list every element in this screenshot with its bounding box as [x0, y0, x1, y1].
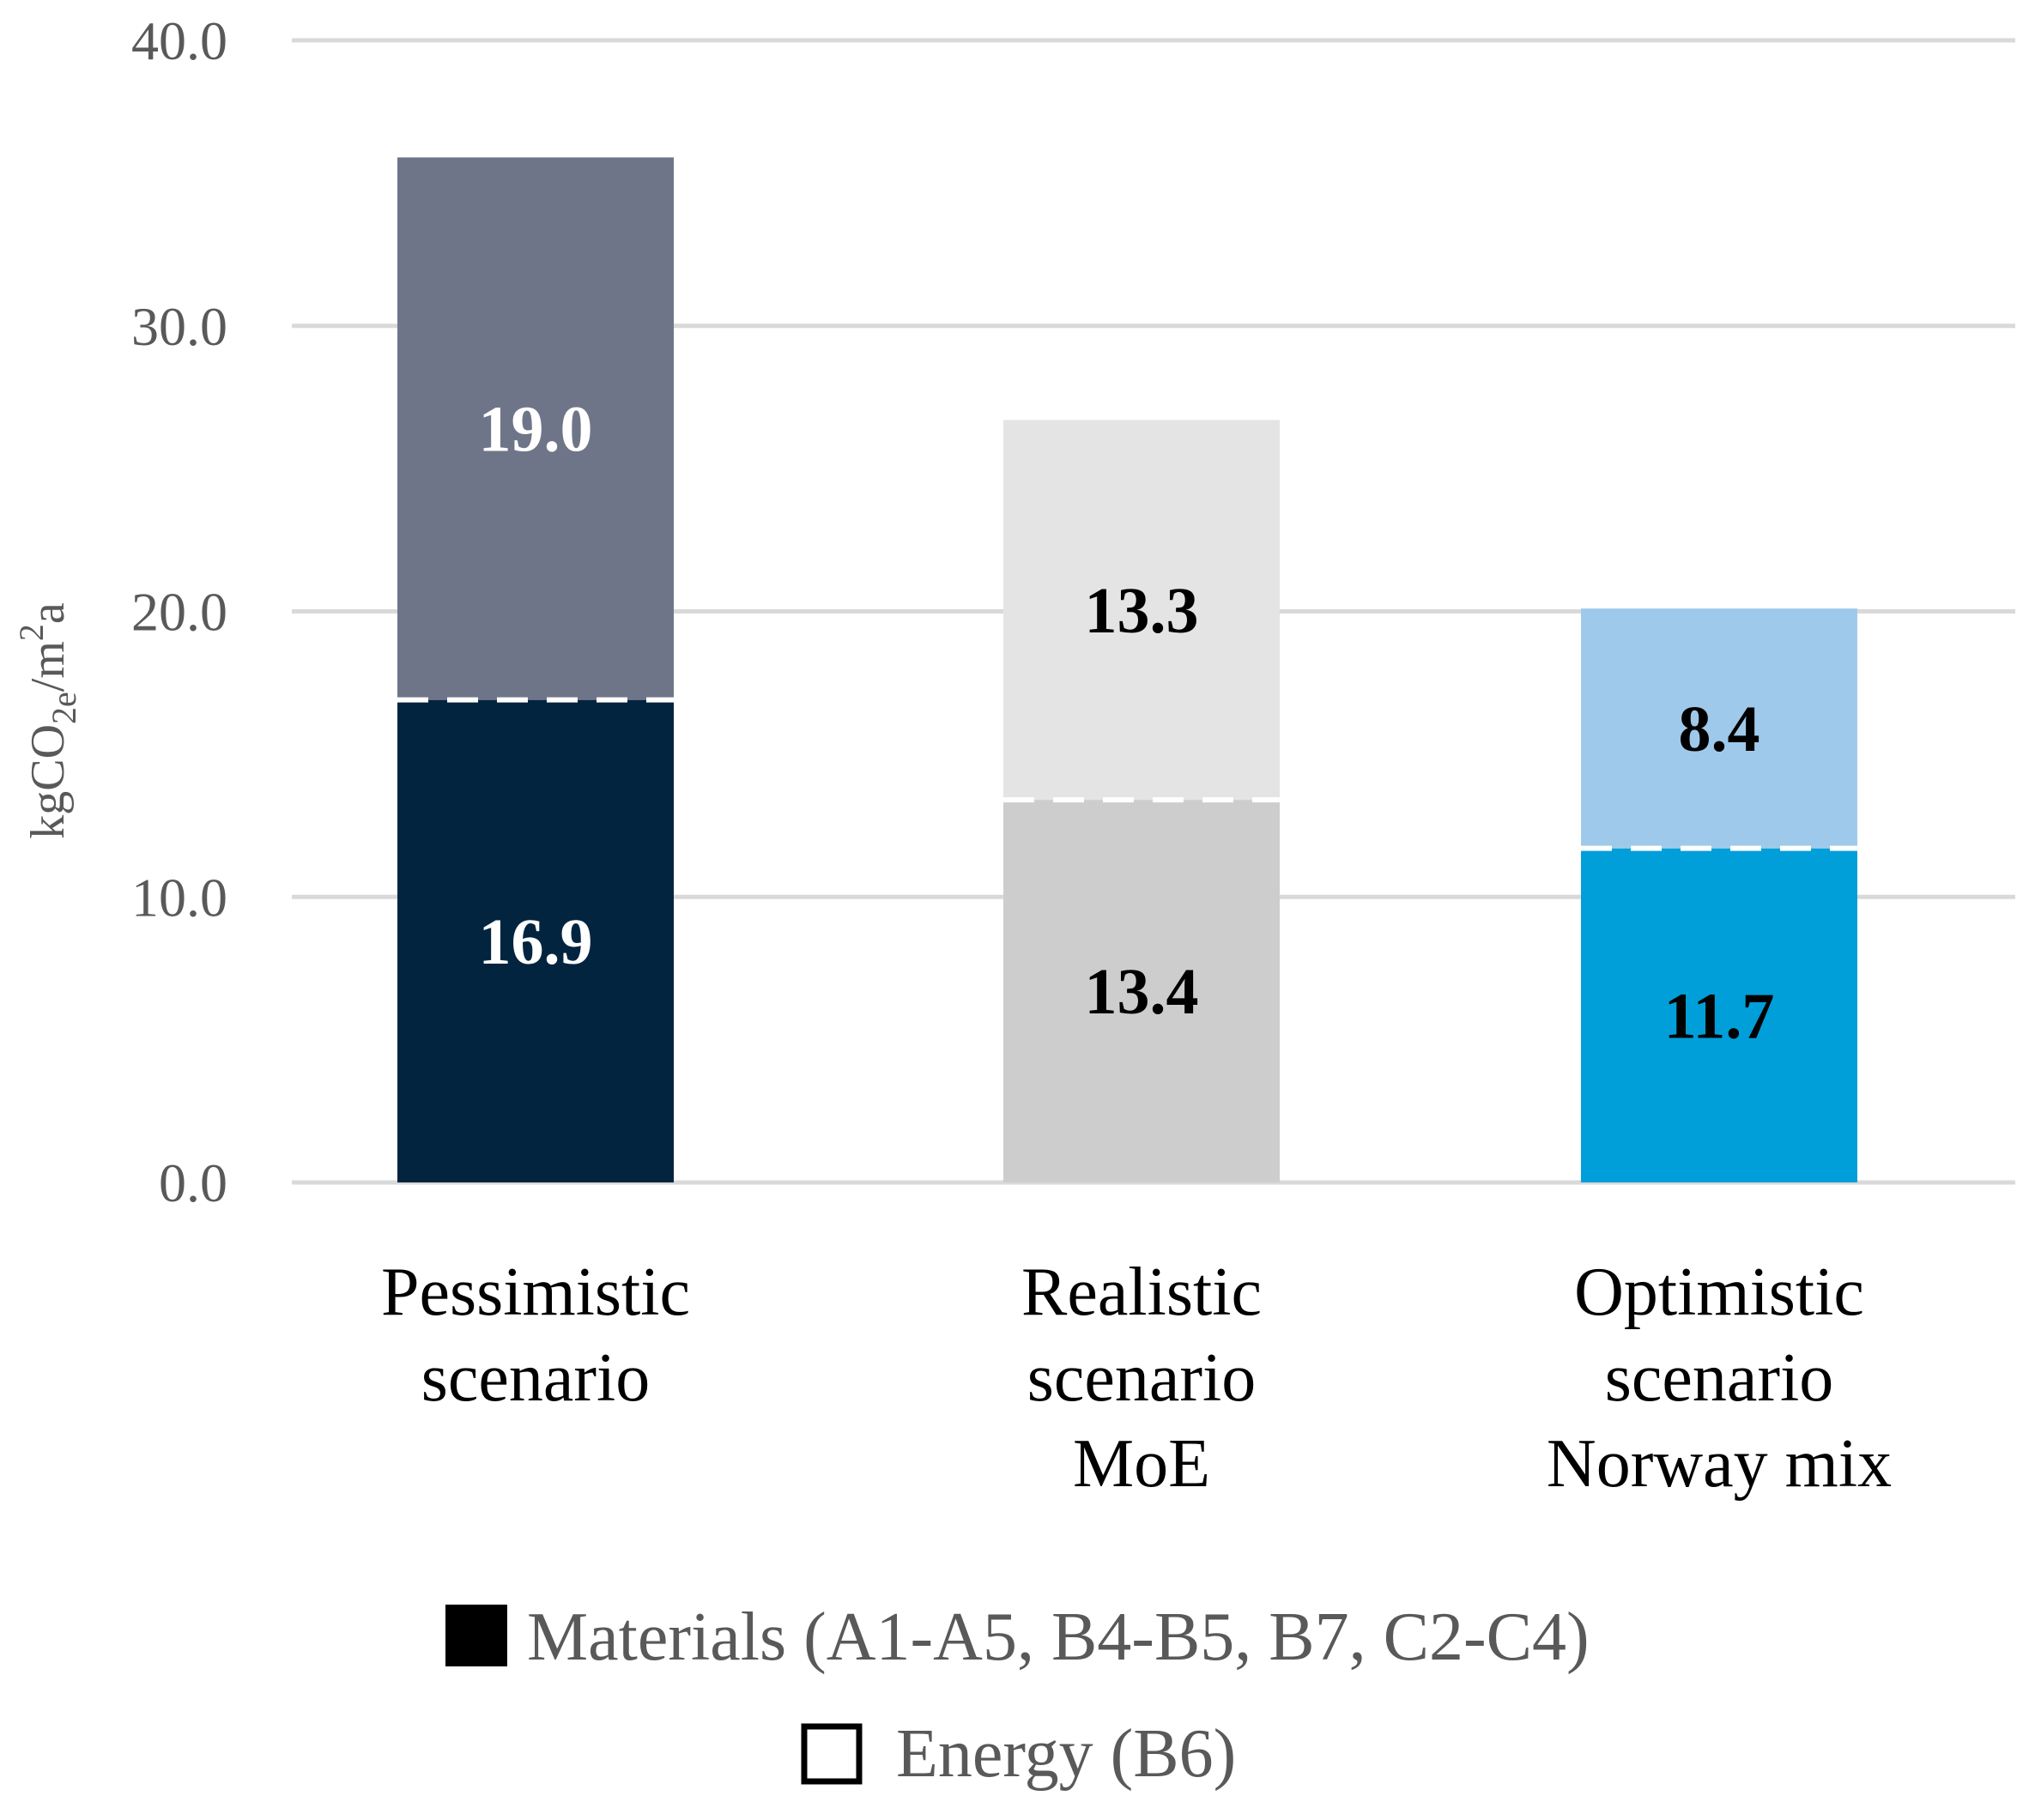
bar-segment-materials [1003, 800, 1280, 1182]
y-axis-label: kgCO2e/m2a [12, 602, 83, 839]
bar-segment-energy [397, 157, 674, 700]
legend-swatch-materials [445, 1605, 507, 1666]
category-label: Pessimistic scenario [381, 1255, 690, 1416]
data-label: 16.9 [479, 906, 593, 978]
bars [397, 157, 1857, 1182]
y-tick-label: 10.0 [131, 867, 227, 928]
legend-swatch-energy [801, 1723, 863, 1785]
category-labels: Pessimistic scenario Realistic scenario MoE O… [381, 1255, 1892, 1502]
legend-label-energy: Energy (B6) [896, 1716, 1236, 1792]
bar-segment-materials [1581, 848, 1857, 1182]
legend: Materials (A1-A5, B4-B5, B7, C2-C4) Ener… [445, 1599, 1590, 1792]
y-tick-label: 30.0 [131, 296, 227, 357]
data-label: 8.4 [1679, 693, 1760, 765]
y-tick-label: 0.0 [159, 1152, 227, 1213]
data-label: 13.4 [1085, 956, 1199, 1028]
category-label: Optimistic scenario Norway mix [1547, 1255, 1892, 1502]
data-label: 13.3 [1085, 575, 1199, 647]
bar-segment-materials [397, 699, 674, 1182]
y-tick-labels: 0.0 10.0 20.0 30.0 40.0 [131, 10, 227, 1213]
category-label: Realistic scenario MoE [1021, 1255, 1262, 1502]
bar-segment-energy [1003, 420, 1280, 801]
y-tick-label: 20.0 [131, 582, 227, 643]
y-tick-label: 40.0 [131, 10, 227, 71]
data-label: 11.7 [1664, 980, 1775, 1052]
data-labels: 16.9 19.0 13.4 13.3 11.7 8.4 [479, 394, 1775, 1053]
bar-segment-energy [1581, 608, 1857, 849]
legend-label-materials: Materials (A1-A5, B4-B5, B7, C2-C4) [527, 1599, 1590, 1675]
data-label: 19.0 [479, 394, 593, 466]
